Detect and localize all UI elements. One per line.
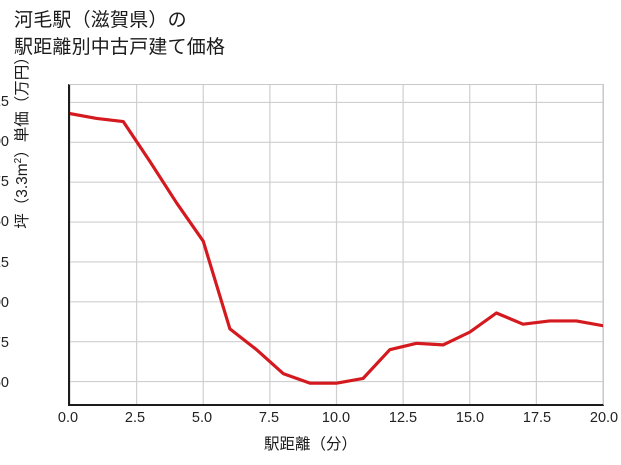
x-tick-label-0: 0.0: [57, 410, 79, 426]
x-tick-label-5: 12.5: [388, 410, 418, 426]
y-tick-label-5: 19.75: [0, 174, 9, 191]
page-title: 河毛駅（滋賀県）の 駅距離別中古戸建て価格: [14, 10, 226, 58]
plot-area: [68, 84, 604, 406]
x-tick-label-8: 20.0: [589, 410, 619, 426]
x-tick-label-4: 10.0: [321, 410, 351, 426]
y-tick-label-0: 18.50: [0, 375, 9, 392]
y-tick-label-1: 18.75: [0, 335, 9, 352]
x-tick-label-3: 7.5: [258, 410, 280, 426]
x-tick-label-6: 15.0: [455, 410, 485, 426]
x-tick-label-2: 5.0: [191, 410, 213, 426]
x-tick-label-1: 2.5: [124, 410, 146, 426]
data-series-line: [70, 112, 603, 385]
grid-layer: [70, 85, 603, 404]
y-axis-title: 坪（3.3m2）単価（万円）: [10, 0, 32, 284]
y-tick-label-6: 20.00: [0, 133, 9, 150]
y-axis-title-text: 坪（3.3m2）単価（万円）: [12, 49, 31, 229]
x-tick-label-7: 17.5: [522, 410, 552, 426]
y-tick-label-4: 19.50: [0, 214, 9, 231]
y-tick-label-7: 20.25: [0, 93, 9, 110]
x-axis-title: 駅距離（分）: [263, 436, 357, 453]
series-line-layer: [70, 112, 603, 385]
y-tick-label-3: 19.25: [0, 254, 9, 271]
y-tick-label-2: 19.00: [0, 294, 9, 311]
